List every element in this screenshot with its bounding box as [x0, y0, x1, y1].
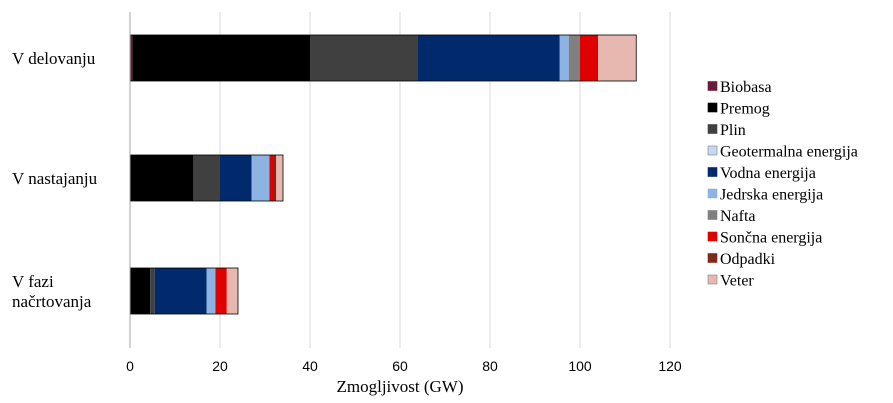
bar-segment	[150, 268, 155, 314]
legend-label: Premog	[720, 101, 770, 118]
x-tick-label: 120	[658, 358, 682, 374]
bar-segment	[598, 35, 637, 81]
legend-label: Biobasa	[720, 79, 772, 96]
bar-segment	[580, 35, 598, 81]
legend-swatch	[707, 102, 718, 113]
bar-segment	[193, 155, 220, 201]
legend-label: Odpadki	[720, 251, 776, 268]
legend-label: Veter	[720, 273, 754, 290]
axes: 0 20 40 60 80 100 120 V delovanju V nastajanju V …	[12, 12, 682, 374]
bar-segment	[220, 155, 252, 201]
legend-swatch	[707, 145, 718, 156]
bar-segment	[130, 35, 133, 81]
bar-segment	[215, 268, 227, 314]
x-tick-label: 0	[126, 358, 134, 374]
bar-segment	[226, 268, 238, 314]
bar-segment	[274, 155, 277, 201]
legend-swatch	[707, 124, 718, 134]
category-label: V delovanju	[12, 49, 96, 68]
bar-segment	[206, 268, 216, 314]
legend-swatch	[707, 231, 718, 242]
legend-label: Sončna energija	[720, 230, 822, 247]
x-axis-title: Zmogljivost (GW)	[336, 377, 463, 396]
legend-label: Nafta	[720, 208, 756, 225]
bar-segment	[310, 35, 418, 81]
legend-swatch	[707, 167, 718, 177]
legend: Biobasa Premog Plin Geotermalna energija Vod…	[707, 79, 858, 290]
bars	[129, 34, 637, 315]
bar-segment	[276, 155, 283, 201]
category-label: V nastajanju	[12, 169, 98, 188]
bar-segment	[559, 35, 569, 81]
legend-swatch	[707, 188, 718, 199]
legend-label: Vodna energija	[720, 165, 816, 182]
x-tick-label: 100	[568, 358, 592, 374]
x-tick-label: 40	[302, 358, 318, 374]
bar-segment	[130, 155, 193, 201]
legend-label: Geotermalna energija	[720, 144, 858, 161]
legend-label: Jedrska energija	[720, 187, 823, 204]
x-tick-label: 80	[482, 358, 498, 374]
bar-segment	[154, 268, 207, 314]
bar-segment	[568, 35, 580, 81]
bar-segment	[269, 155, 274, 201]
x-tick-label: 60	[392, 358, 408, 374]
bar-segment	[130, 268, 151, 314]
legend-swatch	[707, 253, 718, 263]
legend-swatch	[707, 210, 718, 220]
legend-swatch	[707, 274, 718, 285]
category-label: V fazi načrtovanja	[12, 272, 92, 311]
legend-label: Plin	[720, 122, 746, 139]
x-tick-label: 20	[212, 358, 228, 374]
legend-swatch	[707, 81, 718, 91]
bar-segment	[418, 35, 560, 81]
bar-segment	[251, 155, 270, 201]
bar-segment	[132, 35, 310, 81]
